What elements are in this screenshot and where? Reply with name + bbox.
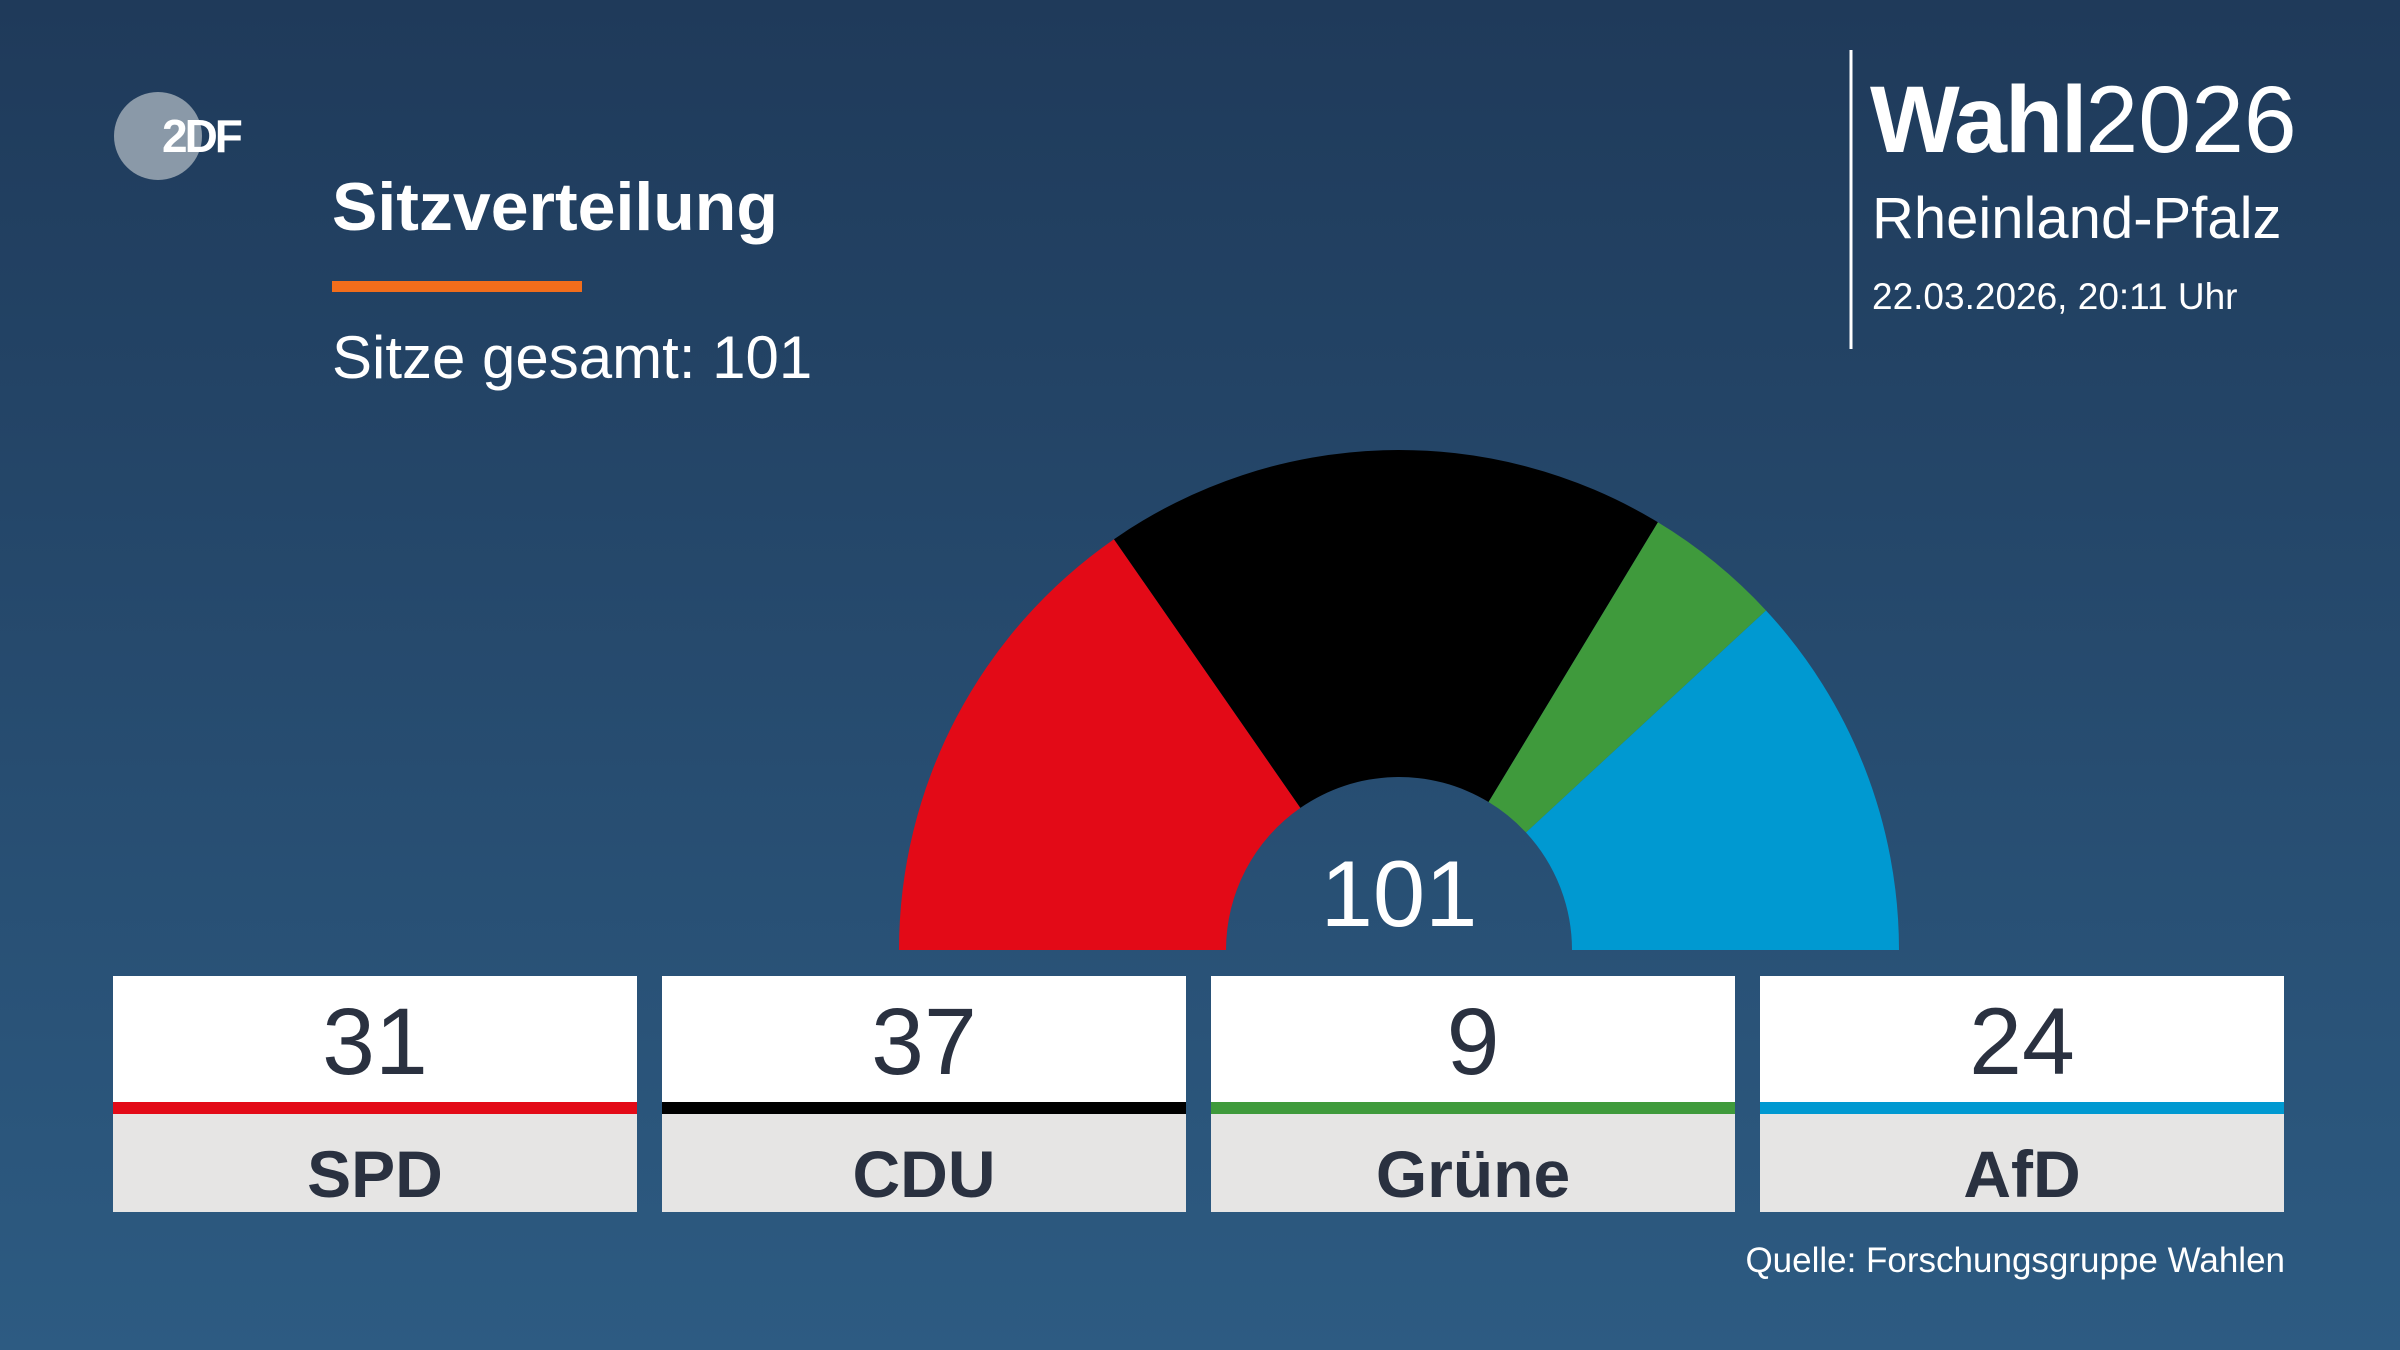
brand: Wahl2026 [1870, 67, 2297, 173]
party-name: AfD [1963, 1137, 2080, 1211]
party-label-box [1760, 1114, 2284, 1212]
brand-bold: Wahl [1870, 67, 2085, 173]
seat-count: 31 [322, 989, 428, 1095]
source: Quelle: Forschungsgruppe Wahlen [1745, 1241, 2285, 1280]
seat-count: 24 [1969, 989, 2075, 1095]
title: Sitzverteilung [332, 169, 778, 245]
party-name: SPD [307, 1137, 443, 1211]
party-color-bar [113, 1102, 637, 1114]
party-label-box [662, 1114, 1186, 1212]
title-underline [332, 281, 582, 292]
party-box [662, 976, 1186, 1102]
seat-segment [1113, 450, 1658, 808]
total-seats: 101 [1321, 841, 1478, 946]
party-label-box [1211, 1114, 1735, 1212]
party-box [1760, 976, 2284, 1102]
logo-circle [114, 92, 202, 180]
seat-segment [1488, 522, 1767, 833]
brand-year: 2026 [2085, 67, 2296, 173]
subtitle: Sitze gesamt: 101 [332, 324, 812, 391]
party-box [113, 976, 637, 1102]
seat-segment [1525, 610, 1899, 950]
seat-segment [899, 539, 1301, 950]
party-color-bar [1211, 1102, 1735, 1114]
seat-count: 37 [871, 989, 977, 1095]
party-name: CDU [853, 1137, 996, 1211]
party-name: Grüne [1376, 1137, 1570, 1211]
region: Rheinland-Pfalz [1872, 186, 2281, 251]
date: 22.03.2026, 20:11 Uhr [1872, 276, 2237, 317]
party-box [1211, 976, 1735, 1102]
seat-count: 9 [1447, 989, 1500, 1095]
party-color-bar [1760, 1102, 2284, 1114]
party-color-bar [662, 1102, 1186, 1114]
party-label-box [113, 1114, 637, 1212]
logo: 2DF [162, 110, 242, 162]
